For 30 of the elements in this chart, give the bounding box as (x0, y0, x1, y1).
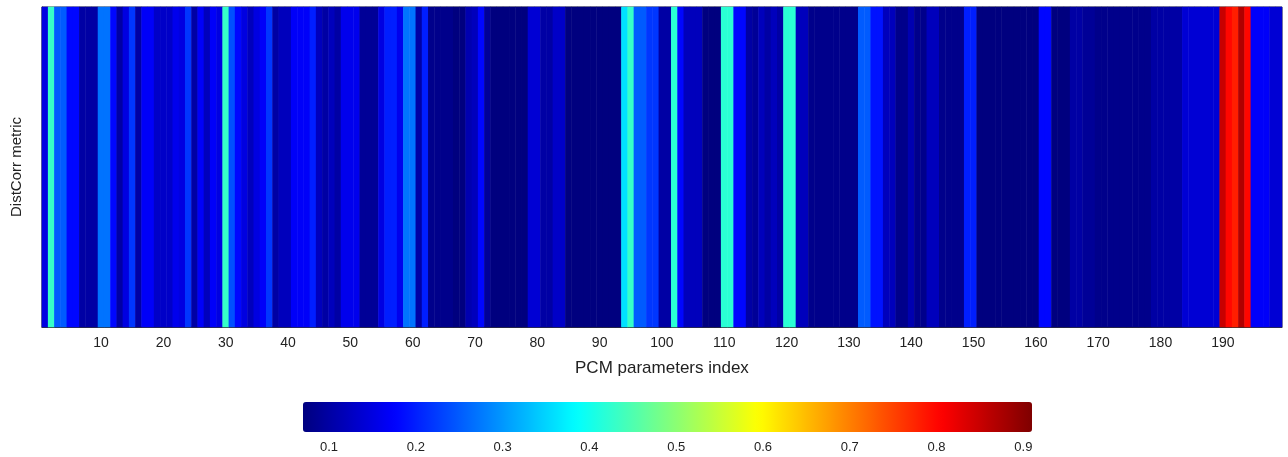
x-tick-label: 100 (650, 334, 674, 350)
color-bar-label: 0.4 (580, 439, 599, 454)
color-bar-label: 0.9 (1014, 439, 1033, 454)
x-tick-label: 120 (774, 334, 799, 350)
x-tick-label: 170 (1086, 334, 1111, 350)
color-bar-label: 0.5 (667, 439, 686, 454)
x-tick-label: 150 (961, 334, 986, 350)
color-bar-label: 0.8 (927, 439, 946, 454)
y-axis-title: DistCorr metric (7, 116, 24, 217)
x-tick-label: 160 (1024, 334, 1048, 350)
x-tick-label: 180 (1148, 334, 1173, 350)
x-tick-label: 30 (217, 334, 234, 350)
color-bar-label: 0.7 (840, 439, 859, 454)
x-tick-label: 90 (591, 334, 608, 350)
x-tick-label: 130 (837, 334, 861, 350)
color-bar-label: 0.2 (406, 439, 425, 454)
color-bar-label: 0.1 (320, 439, 339, 454)
color-bar-label: 0.6 (753, 439, 772, 454)
x-tick-label: 70 (467, 334, 483, 350)
x-tick-label: 80 (529, 334, 546, 350)
x-tick-label: 50 (342, 334, 359, 350)
color-bar-label: 0.3 (493, 439, 512, 454)
x-tick-label: 10 (93, 334, 110, 350)
x-axis-title: PCM parameters index (575, 358, 750, 377)
x-tick-label: 140 (899, 334, 924, 350)
x-tick-label: 60 (404, 334, 421, 350)
x-tick-label: 40 (280, 334, 297, 350)
x-tick-label: 190 (1211, 334, 1235, 350)
x-tick-label: 110 (713, 334, 736, 350)
x-tick-label: 20 (155, 334, 172, 350)
